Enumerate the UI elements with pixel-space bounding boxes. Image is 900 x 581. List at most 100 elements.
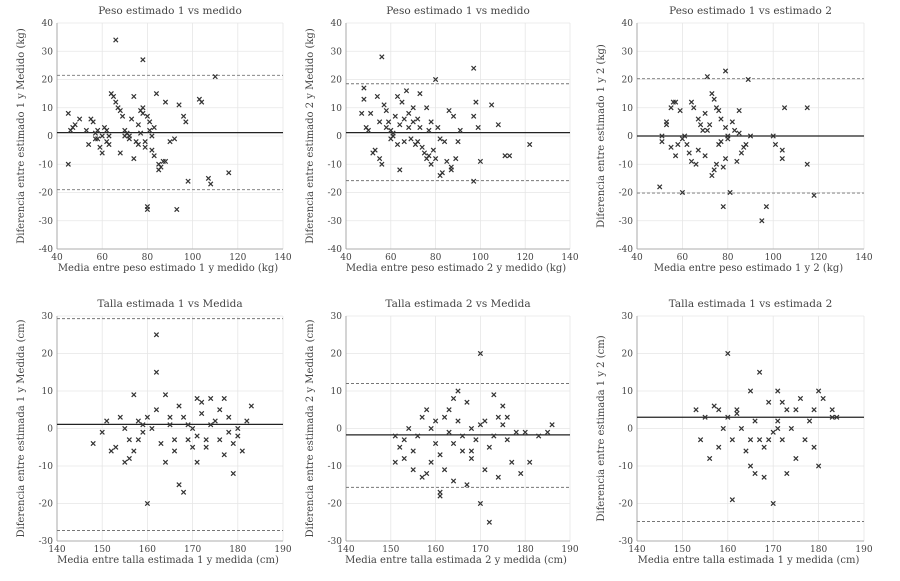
y-tick-label: 30 — [42, 312, 54, 322]
data-point — [763, 204, 770, 210]
data-point — [459, 448, 466, 454]
data-point — [97, 144, 103, 150]
data-point — [122, 425, 128, 432]
data-point — [135, 418, 141, 424]
data-point — [140, 110, 146, 117]
data-point — [162, 158, 169, 165]
data-point — [784, 407, 790, 413]
data-point — [747, 463, 754, 469]
data-point — [702, 153, 708, 159]
data-point — [471, 65, 477, 71]
data-point — [374, 93, 380, 100]
y-axis-label: Diferencia entre estimada 2 y Medida (cm… — [305, 319, 316, 537]
data-point — [365, 127, 372, 133]
x-axis-label: Media entre talla estimada 1 y medida (c… — [57, 555, 279, 566]
data-point — [718, 116, 724, 122]
data-point — [147, 127, 153, 133]
data-point — [406, 110, 412, 117]
data-point — [135, 141, 141, 148]
y-tick-label: -40 — [328, 245, 343, 255]
y-tick-label: -40 — [39, 245, 54, 255]
data-point — [722, 124, 729, 131]
data-point — [392, 459, 398, 465]
data-point — [495, 122, 501, 128]
data-point — [65, 110, 71, 117]
y-tick-label: -10 — [328, 462, 343, 472]
data-point — [171, 136, 178, 142]
data-point — [385, 119, 392, 125]
data-point — [697, 122, 704, 128]
data-point — [446, 107, 452, 114]
x-tick-label: 140 — [855, 253, 872, 263]
data-point — [208, 422, 214, 428]
y-tick-label: 10 — [622, 104, 634, 114]
data-point — [686, 150, 692, 156]
data-point — [453, 155, 459, 162]
data-point — [432, 76, 439, 83]
data-point — [428, 425, 434, 432]
data-point — [738, 150, 745, 156]
y-axis-label: Diferencia entre estimado 2 y Medido (kg… — [305, 28, 316, 244]
data-point — [99, 429, 105, 435]
data-point — [815, 463, 822, 469]
data-point — [189, 444, 196, 450]
data-point — [117, 107, 123, 114]
data-point — [695, 147, 701, 153]
data-point — [106, 141, 112, 148]
data-point — [106, 133, 112, 139]
chart-panel-5: 140 150 160 170 180 190 -30 -20 -10 0 10 20 30 Talla … — [305, 298, 579, 566]
y-tick-label: 40 — [622, 19, 634, 29]
y-tick-label: -30 — [619, 537, 634, 547]
data-point — [770, 500, 776, 507]
data-point — [473, 99, 479, 105]
data-point — [722, 155, 729, 162]
data-point — [766, 437, 772, 443]
x-tick-label: 40 — [51, 253, 63, 263]
data-point — [424, 470, 430, 477]
data-point — [729, 119, 735, 125]
data-point — [144, 414, 151, 420]
y-tick-label: -10 — [619, 160, 634, 170]
data-point — [504, 437, 510, 443]
data-point — [727, 189, 733, 196]
data-point — [153, 332, 160, 338]
data-point — [657, 184, 663, 190]
data-point — [738, 425, 745, 432]
data-point — [104, 127, 110, 133]
data-point — [153, 369, 160, 375]
data-point — [140, 57, 146, 63]
data-point — [477, 350, 484, 357]
data-point — [775, 388, 781, 394]
data-point — [158, 440, 164, 447]
data-point — [244, 418, 250, 424]
data-point — [468, 425, 475, 432]
data-point — [65, 161, 71, 167]
data-point — [770, 429, 776, 435]
data-point — [729, 497, 735, 503]
data-point — [144, 204, 151, 210]
x-axis-label: Media entre peso estimado 2 y medido (kg… — [346, 263, 566, 274]
data-point — [226, 170, 232, 176]
data-point — [659, 139, 665, 145]
data-point — [756, 437, 763, 443]
y-tick-label: -20 — [39, 189, 54, 199]
x-tick-label: 140 — [337, 545, 354, 555]
data-point — [419, 414, 425, 420]
y-tick-label: 40 — [331, 19, 343, 29]
data-point — [126, 136, 132, 142]
data-point — [426, 127, 432, 133]
y-tick-label: 20 — [622, 350, 634, 360]
data-point — [729, 437, 735, 443]
data-point — [361, 85, 367, 91]
data-point — [108, 448, 114, 454]
data-point — [226, 429, 232, 435]
y-tick-label: 10 — [331, 387, 343, 397]
data-point — [468, 448, 475, 454]
y-axis-label: Diferencia entre estimada 1 y 2 (cm) — [596, 335, 607, 521]
x-tick-label: 40 — [340, 253, 352, 263]
y-tick-label: -20 — [328, 189, 343, 199]
x-tick-label: 170 — [184, 545, 201, 555]
data-point — [410, 467, 416, 473]
data-point — [394, 93, 401, 100]
data-point — [513, 429, 519, 435]
